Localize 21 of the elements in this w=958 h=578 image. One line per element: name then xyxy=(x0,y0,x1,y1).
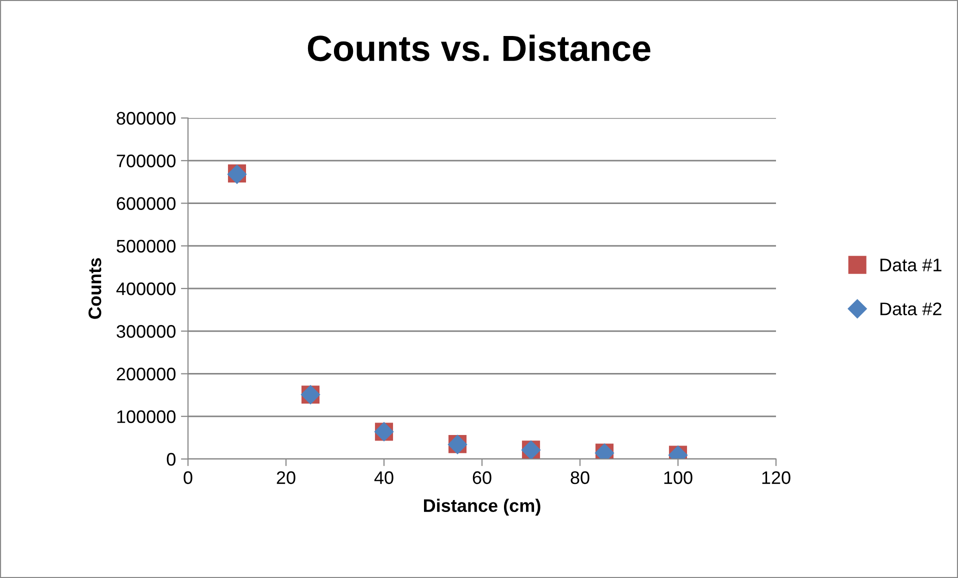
x-axis-title: Distance (cm) xyxy=(424,498,540,516)
legend-label: Data #1 xyxy=(880,258,942,272)
y-tick-label: 200000 xyxy=(116,368,176,380)
x-tick-label: 100 xyxy=(664,471,692,484)
y-tick-label: 0 xyxy=(166,452,176,466)
x-tick-label: 120 xyxy=(762,471,790,484)
chart-title: Counts vs. Distance xyxy=(308,34,650,62)
y-tick-label: 400000 xyxy=(116,282,176,296)
y-tick-label: 300000 xyxy=(116,325,176,338)
y-tick-label: 100000 xyxy=(117,410,176,424)
y-axis-title: Counts xyxy=(88,258,102,319)
y-tick-label: 600000 xyxy=(116,197,176,210)
x-tick-label: 40 xyxy=(374,471,394,484)
y-tick-label: 800000 xyxy=(116,112,176,125)
x-tick-label: 20 xyxy=(276,471,296,484)
x-tick-label: 60 xyxy=(472,471,492,484)
y-tick-label: 500000 xyxy=(116,240,176,253)
x-tick-label: 0 xyxy=(184,471,192,484)
legend-label: Data #2 xyxy=(880,302,942,316)
x-tick-label: 80 xyxy=(570,471,590,484)
y-tick-label: 700000 xyxy=(116,154,176,168)
